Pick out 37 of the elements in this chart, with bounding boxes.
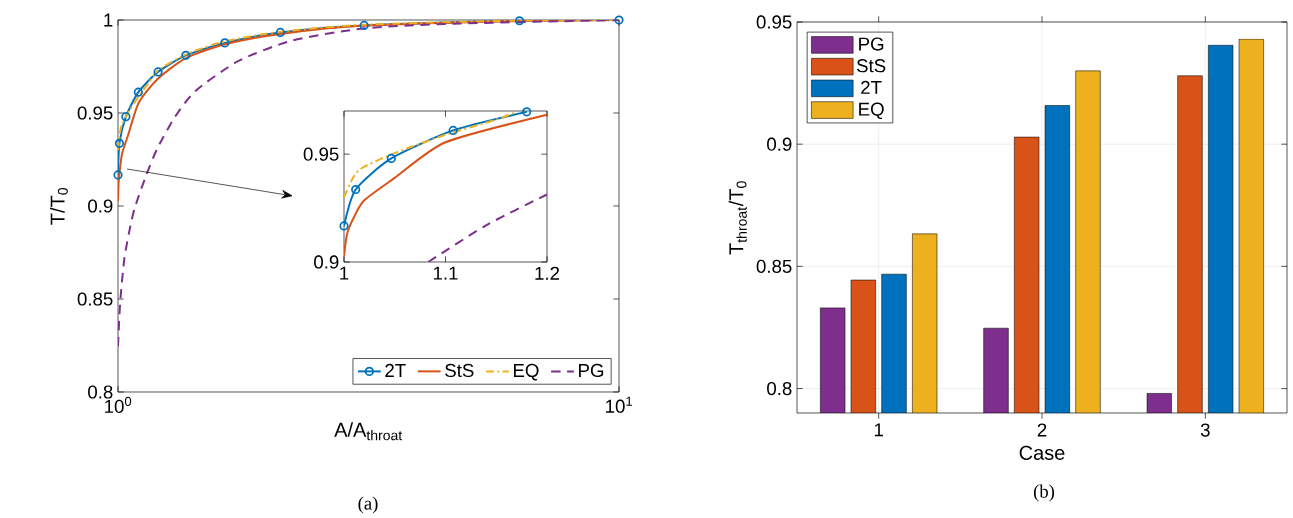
x-tick-label: 1.1 <box>433 266 458 280</box>
x-axis-title: A/A$_{throat}$ <box>334 422 403 441</box>
legend-label: EQ <box>513 363 539 381</box>
text: (a) <box>358 496 378 514</box>
legend-label: StS <box>856 59 886 73</box>
x-axis-title: Case <box>1019 445 1065 460</box>
legend-label: EQ <box>859 102 884 120</box>
point <box>386 153 396 164</box>
y-tick-label: 0.9 <box>88 199 113 213</box>
y-tick-label: 0.95 <box>77 106 113 120</box>
point <box>351 184 361 195</box>
x-tick-label: 10$^{1}$ <box>606 396 633 413</box>
point <box>522 107 532 117</box>
y-axis-title: T$_{throat}$/T$_{0}$ <box>728 181 747 255</box>
y-tick-label: 0.9 <box>314 255 339 269</box>
legend-label: StS <box>445 363 474 378</box>
point <box>339 221 349 231</box>
legend-label: PG <box>579 363 604 378</box>
x-tick-label: 1 <box>340 266 349 280</box>
x-tick-label: 1.2 <box>535 266 560 280</box>
y-tick-label: 0.85 <box>77 292 113 306</box>
x-tick-label: 1 <box>874 423 883 437</box>
x-tick-label: 3 <box>1200 423 1210 437</box>
y-axis-title: T/T$_{0}$ <box>50 187 68 225</box>
y-tick-label: 0.9 <box>767 137 792 151</box>
y-tick-label: 0.95 <box>303 147 339 161</box>
x-tick-label: 2 <box>1037 423 1047 437</box>
y-tick-label: 1 <box>104 13 113 27</box>
y-tick-label: 0.85 <box>756 259 792 273</box>
legend-label: 2T <box>385 363 406 377</box>
y-tick-label: 0.95 <box>756 15 792 29</box>
text: (b) <box>1033 484 1055 502</box>
y-tick-label: 0.8 <box>767 381 792 396</box>
legend-label: PG <box>859 37 884 51</box>
point <box>448 125 458 136</box>
legend-label: 2T <box>861 80 882 94</box>
y-tick-label: 0.8 <box>88 385 113 399</box>
